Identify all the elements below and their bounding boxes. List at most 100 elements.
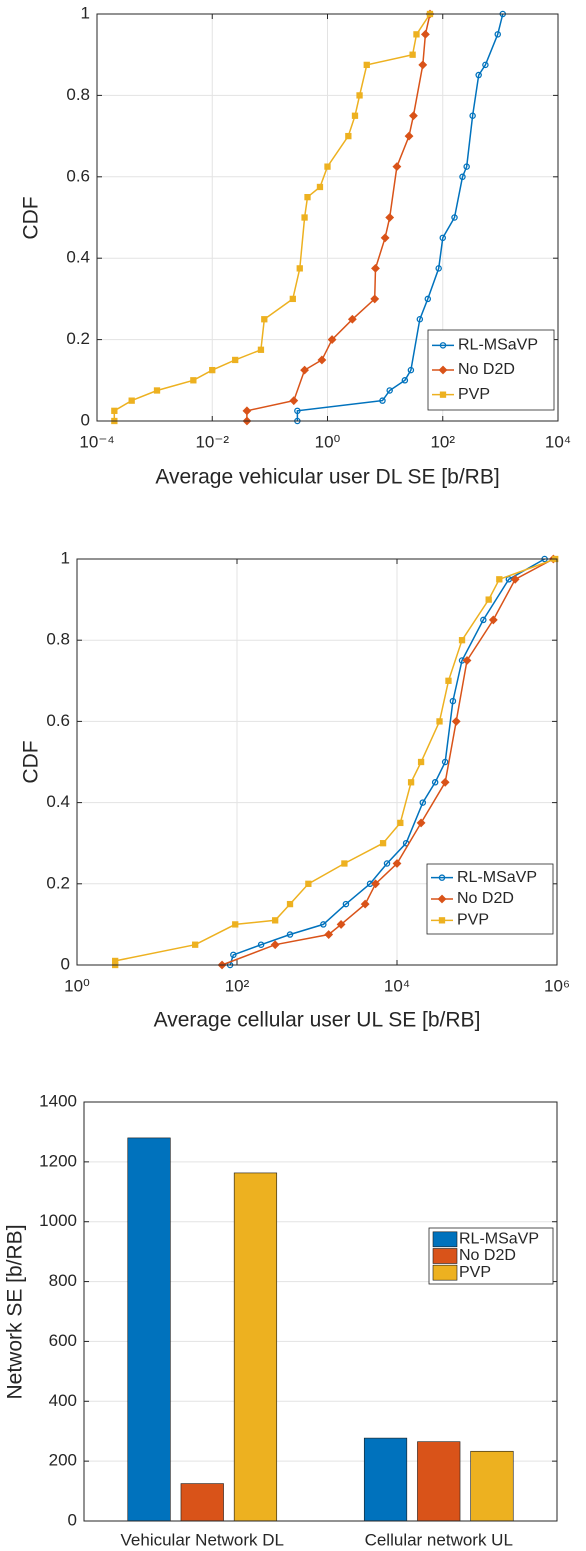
legend-swatch — [432, 1264, 458, 1281]
marker — [356, 92, 363, 99]
y-tick-label: 1000 — [39, 1211, 77, 1230]
x-tick-label: 10⁰ — [64, 976, 90, 995]
y-tick-label: 600 — [49, 1331, 77, 1350]
y-tick-label: 1400 — [39, 1091, 77, 1110]
y-tick-label: 400 — [49, 1391, 77, 1410]
marker — [480, 616, 487, 624]
marker — [435, 265, 442, 272]
marker — [494, 31, 501, 38]
bar — [180, 1483, 224, 1522]
marker — [404, 131, 414, 141]
y-tick-label: 1 — [81, 3, 90, 22]
marker — [438, 874, 446, 881]
marker — [371, 879, 381, 889]
marker — [128, 397, 135, 404]
bar — [470, 1450, 514, 1522]
marker — [438, 917, 446, 924]
line — [113, 13, 431, 421]
marker — [190, 377, 197, 384]
line — [114, 558, 556, 965]
marker — [424, 295, 432, 303]
x-axis-label: Average vehicular user DL SE [b/RB] — [155, 466, 499, 489]
y-axis-label: Network SE [b/RB] — [4, 1224, 27, 1399]
x-tick-label: Cellular network UL — [365, 1530, 513, 1549]
y-axis-label: CDF — [20, 196, 43, 239]
legend-label: RL-MSaVP — [458, 337, 538, 354]
line — [229, 558, 545, 966]
marker — [270, 940, 280, 950]
legend-label: No D2D — [457, 890, 514, 907]
marker — [482, 61, 489, 69]
marker — [351, 112, 359, 119]
marker — [459, 173, 466, 181]
y-tick-label: 0.2 — [46, 873, 70, 892]
marker — [419, 799, 427, 806]
x-tick-label: 10² — [225, 976, 250, 995]
marker — [347, 314, 357, 324]
axes-box — [96, 13, 559, 422]
marker — [192, 941, 199, 948]
marker — [420, 29, 430, 39]
marker — [416, 818, 426, 828]
marker — [488, 615, 498, 625]
marker — [371, 263, 380, 273]
bar — [417, 1441, 461, 1522]
x-tick-label: 10² — [430, 432, 455, 451]
x-tick-label: 10⁻² — [195, 432, 229, 451]
marker — [320, 921, 327, 928]
marker — [232, 921, 239, 928]
marker — [407, 366, 415, 374]
marker — [441, 758, 449, 766]
legend-label: PVP — [459, 1264, 491, 1281]
marker — [451, 716, 461, 726]
marker — [409, 51, 416, 58]
y-tick-label: 0.8 — [66, 85, 90, 104]
marker — [392, 162, 402, 172]
marker — [301, 214, 308, 221]
marker — [445, 677, 452, 684]
marker — [289, 295, 296, 303]
x-tick-label: Vehicular Network DL — [121, 1530, 284, 1549]
legend-label: No D2D — [458, 361, 515, 378]
x-tick-label: 10⁶ — [544, 976, 570, 995]
marker — [304, 193, 311, 201]
marker — [363, 61, 370, 69]
marker — [462, 656, 472, 665]
marker — [272, 917, 279, 924]
x-tick-label: 10⁴ — [384, 976, 410, 995]
y-tick-label: 0.2 — [66, 329, 90, 348]
legend-label: No D2D — [459, 1247, 516, 1264]
marker — [380, 233, 390, 243]
marker — [437, 894, 447, 904]
marker — [451, 214, 458, 221]
x-axis-label: Average cellular user UL SE [b/RB] — [154, 1009, 481, 1032]
marker — [485, 596, 492, 603]
axes-box — [76, 558, 558, 966]
chart: 0 200 400 600 800 1000 1200 1400 Vehicular Netwo… — [4, 1091, 558, 1549]
marker — [469, 112, 476, 120]
marker — [324, 930, 334, 939]
marker — [416, 315, 424, 323]
marker — [286, 931, 294, 938]
legend-label: PVP — [457, 912, 489, 929]
chart: 0 0.2 0.4 0.6 0.8 1 10⁻⁴ 10⁻² 10⁰ 10² 10⁴ Average v… — [20, 3, 572, 488]
y-tick-label: 0 — [81, 410, 90, 429]
y-tick-label: 1 — [61, 548, 70, 567]
y-tick-label: 1200 — [39, 1151, 77, 1170]
legend-label: PVP — [458, 386, 490, 403]
marker — [496, 576, 503, 583]
x-tick-label: 10⁰ — [315, 432, 341, 451]
y-tick-label: 0.4 — [46, 792, 70, 811]
marker — [379, 840, 387, 847]
y-axis-label: CDF — [20, 740, 43, 783]
marker — [360, 899, 370, 909]
marker — [418, 60, 428, 70]
x-tick-label: 10⁴ — [545, 432, 571, 451]
marker — [342, 900, 350, 908]
marker — [440, 777, 450, 787]
marker — [475, 71, 482, 79]
y-tick-label: 800 — [49, 1271, 77, 1290]
marker — [232, 356, 239, 364]
marker — [261, 316, 268, 323]
